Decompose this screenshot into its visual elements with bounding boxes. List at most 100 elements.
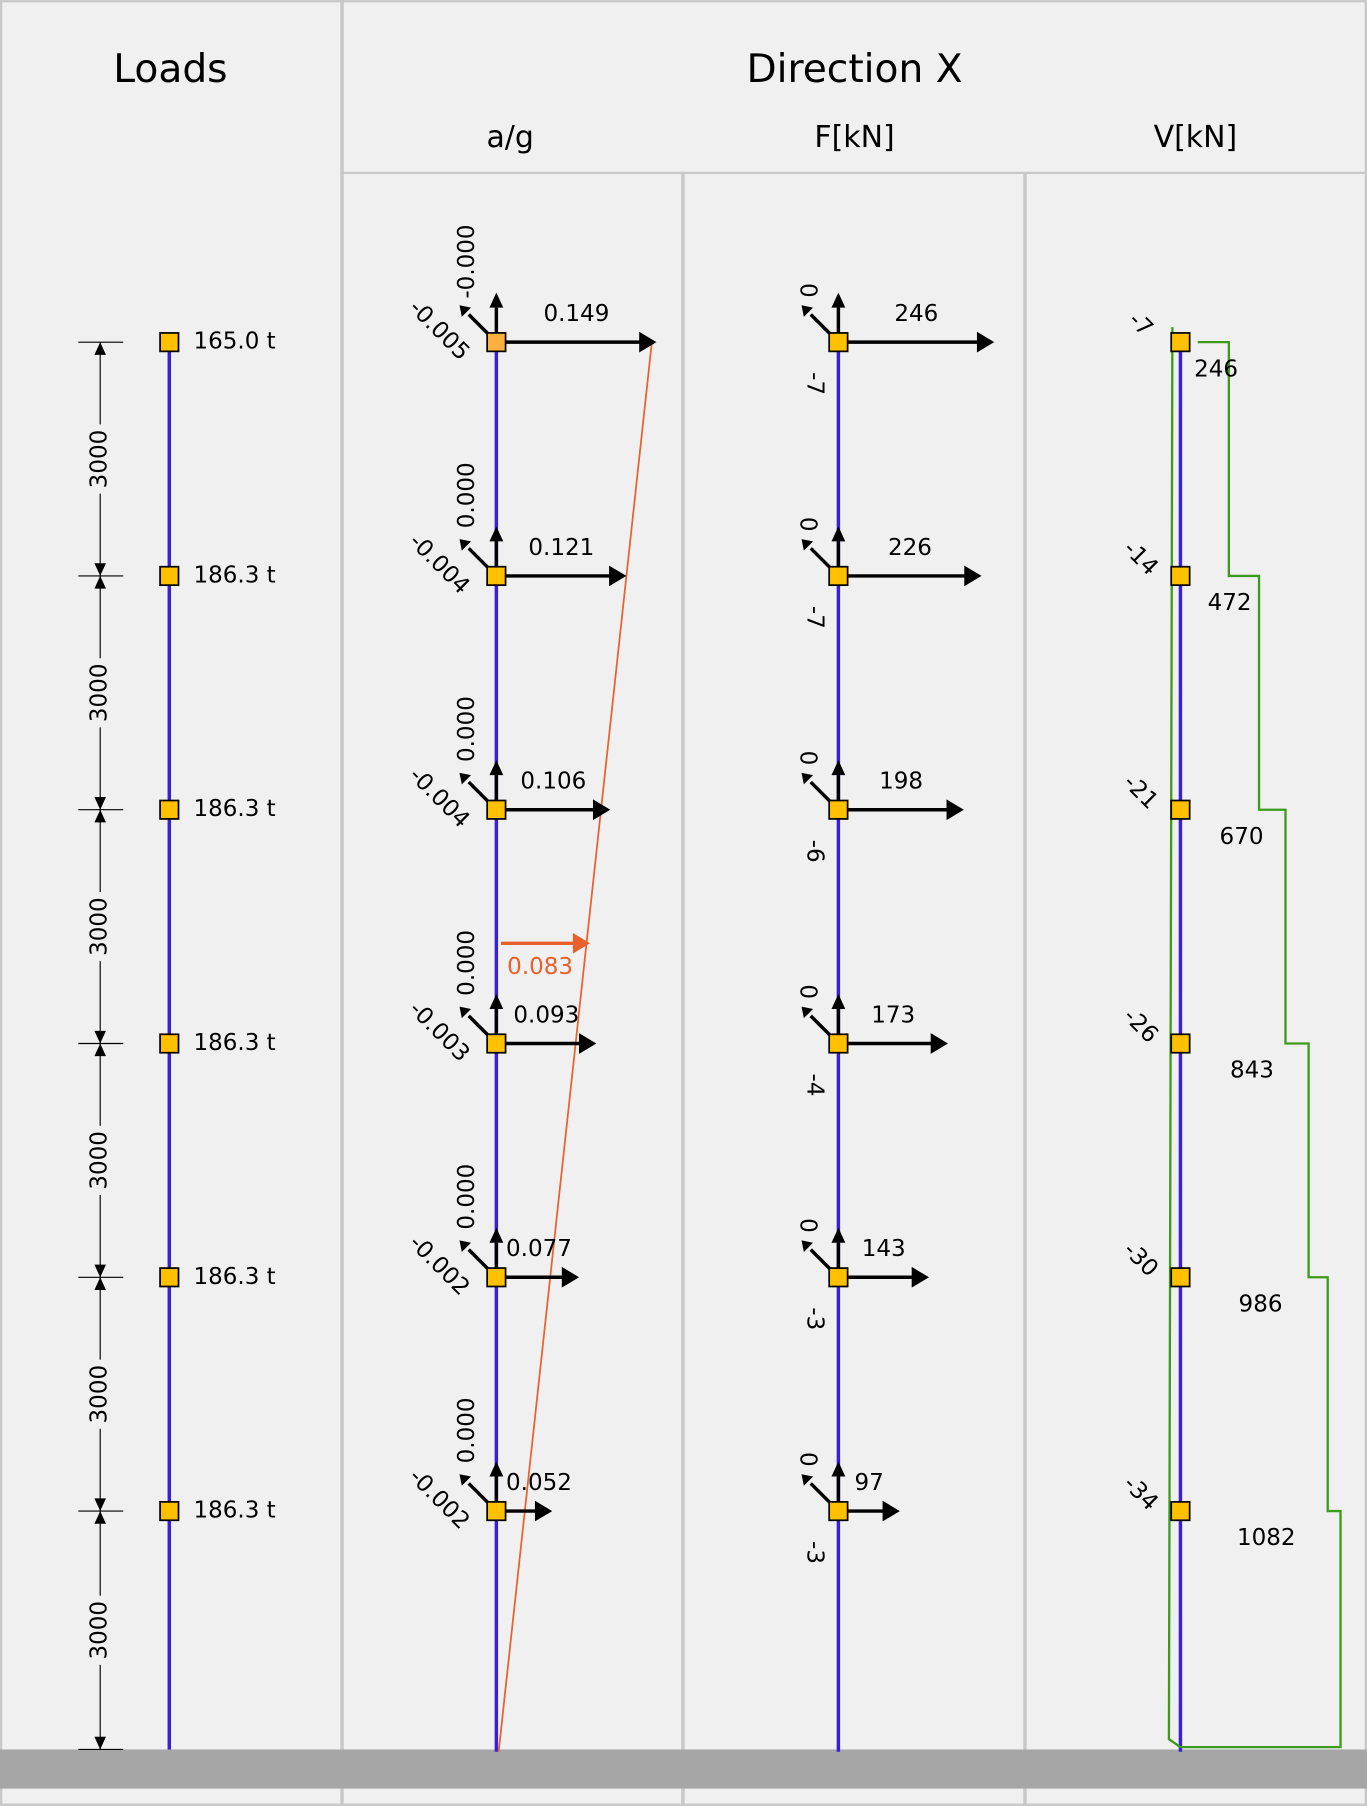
node	[828, 332, 849, 353]
dimension-label: 3000	[87, 897, 113, 956]
rotation-arrow-head	[459, 1474, 472, 1486]
mass-label: 186.3 t	[193, 796, 275, 822]
node	[828, 1500, 849, 1522]
node	[1170, 565, 1191, 587]
ag-vertical-label: 0.000	[454, 696, 480, 762]
force-arrow-head	[964, 565, 982, 587]
acceleration-profile	[497, 342, 653, 1752]
force-rotation-label: -4	[802, 1073, 828, 1096]
ag-arrow-head	[639, 331, 657, 353]
force-arrow-head	[930, 1033, 948, 1054]
vertical-arrow-head	[831, 292, 846, 308]
rotation-arrow-head	[801, 1240, 814, 1252]
vertical-arrow-head	[831, 526, 846, 542]
dimension-label: 3000	[87, 1365, 113, 1424]
force-arrow-head	[911, 1266, 929, 1288]
ag-title: a/g	[486, 120, 533, 155]
vertical-arrow-head	[831, 760, 846, 776]
node	[828, 1267, 849, 1288]
ag-arrow-head	[561, 1266, 580, 1288]
rotation-arrow-head	[459, 305, 472, 317]
node	[159, 332, 180, 353]
shear-diagram	[1180, 340, 1342, 1749]
shear-label: 1082	[1237, 1525, 1296, 1551]
ag-vertical-label: 0.000	[454, 462, 480, 528]
rotation-arrow-head	[459, 772, 472, 785]
force-label: 143	[862, 1236, 906, 1262]
vertical-arrow-head	[489, 1461, 504, 1477]
vertical-arrow-head	[489, 526, 504, 542]
shear-title: V[kN]	[1154, 120, 1238, 155]
vertical-arrow-head	[489, 1227, 504, 1243]
force-vertical-label: 0	[797, 984, 823, 999]
ag-label: 0.149	[543, 301, 609, 327]
force-rotation-label: -7	[802, 606, 828, 629]
shear-label: 670	[1220, 824, 1264, 850]
force-vertical-label: 0	[797, 1218, 823, 1233]
node	[159, 799, 180, 820]
node	[159, 1267, 180, 1288]
force-vertical-label: 0	[797, 751, 823, 766]
node	[486, 1267, 507, 1288]
ag-vertical-label: 0.000	[454, 1164, 480, 1230]
node	[828, 799, 849, 820]
force-label: 198	[879, 769, 923, 795]
vertical-arrow-head	[831, 1461, 846, 1477]
marker-label: 0.083	[507, 954, 573, 980]
force-label: 173	[871, 1002, 915, 1028]
node	[486, 332, 507, 353]
force-rotation-label: -3	[802, 1541, 828, 1564]
mass-label: 165.0 t	[193, 329, 275, 355]
ag-label: 0.106	[520, 769, 586, 795]
ag-label: 0.077	[506, 1236, 572, 1262]
node	[486, 565, 507, 587]
ag-label: 0.093	[513, 1002, 579, 1028]
node	[1170, 1500, 1191, 1522]
vertical-arrow-head	[489, 760, 504, 776]
ag-arrow-head	[592, 799, 611, 821]
ag-arrow-head	[579, 1033, 597, 1054]
ag-vertical-label: -0.000	[454, 224, 480, 298]
marker-arrow-head	[572, 932, 591, 954]
direction-title: Direction X	[746, 47, 962, 92]
node	[486, 1033, 507, 1054]
ag-vertical-label: 0.000	[454, 930, 480, 996]
shear-label: 246	[1194, 356, 1238, 382]
ag-vertical-label: 0.000	[454, 1398, 480, 1464]
ag-label: 0.052	[506, 1470, 572, 1496]
loads-title: Loads	[113, 47, 227, 92]
dimension-label: 3000	[87, 664, 113, 723]
rotation-arrow-head	[459, 539, 472, 551]
force-arrow-head	[946, 799, 964, 821]
mass-label: 186.3 t	[193, 1030, 275, 1056]
node	[486, 799, 507, 820]
rotation-arrow-head	[801, 1006, 814, 1019]
node	[1170, 1267, 1191, 1288]
rotation-arrow-head	[801, 539, 814, 551]
rotation-arrow-head	[801, 1474, 814, 1486]
node	[1170, 1033, 1191, 1054]
rotation-arrow-head	[801, 305, 814, 317]
force-label: 246	[894, 301, 938, 327]
node	[159, 1033, 180, 1054]
ag-label: 0.121	[528, 535, 594, 561]
vertical-arrow-head	[489, 993, 504, 1009]
node	[828, 565, 849, 587]
node	[159, 565, 180, 587]
ground	[0, 1749, 1367, 1789]
node	[828, 1033, 849, 1054]
mass-label: 186.3 t	[193, 562, 275, 588]
rotation-arrow-head	[459, 1006, 472, 1019]
shear-label: 472	[1208, 590, 1252, 616]
ag-arrow-head	[609, 565, 627, 587]
node	[1170, 332, 1191, 353]
force-rotation-label: -3	[802, 1307, 828, 1330]
node	[159, 1500, 180, 1522]
dimension-label: 3000	[87, 1601, 113, 1660]
force-label: 226	[888, 535, 932, 561]
force-arrow-head	[976, 331, 995, 353]
shear-label: 986	[1239, 1291, 1283, 1317]
rotation-arrow-head	[801, 772, 814, 785]
